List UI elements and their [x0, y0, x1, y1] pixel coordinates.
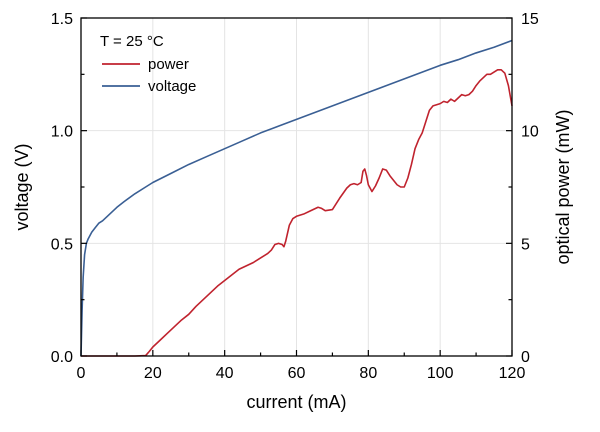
x-tick-label-5: 100 [427, 365, 454, 382]
y-left-tick-label-0: 0.0 [51, 349, 73, 366]
y-left-axis-label: voltage (V) [12, 143, 32, 230]
y-right-tick-label-3: 15 [521, 11, 539, 28]
x-tick-label-2: 40 [216, 365, 234, 382]
series-layer [80, 39, 513, 357]
y-left-tick-label-2: 1.0 [51, 124, 73, 141]
grid [81, 18, 512, 356]
legend-label-voltage: voltage [148, 78, 196, 95]
y-left-tick-label-3: 1.5 [51, 11, 73, 28]
x-tick-label-4: 80 [359, 365, 377, 382]
series-line-power [81, 69, 513, 357]
x-tick-label-1: 20 [144, 365, 162, 382]
y-right-axis-label: optical power (mW) [553, 109, 573, 264]
y-left-tick-label-1: 0.5 [51, 236, 73, 253]
ticks [80, 17, 513, 357]
y-right-tick-label-1: 5 [521, 236, 530, 253]
x-axis-label: current (mA) [246, 392, 346, 412]
tick-labels: 0 20 40 60 80 100 120 0.0 0.5 1.0 1.5 0 5 10 15 [51, 11, 539, 382]
legend-label-power: power [148, 56, 189, 73]
x-tick-label-6: 120 [499, 365, 526, 382]
y-right-tick-label-0: 0 [521, 349, 530, 366]
legend-annotation: T = 25 °C [100, 33, 164, 50]
x-tick-label-3: 60 [288, 365, 306, 382]
legend: T = 25 °C power voltage [100, 33, 196, 95]
series-line-voltage [80, 39, 513, 357]
y-right-tick-label-2: 10 [521, 124, 539, 141]
x-tick-label-0: 0 [77, 365, 86, 382]
